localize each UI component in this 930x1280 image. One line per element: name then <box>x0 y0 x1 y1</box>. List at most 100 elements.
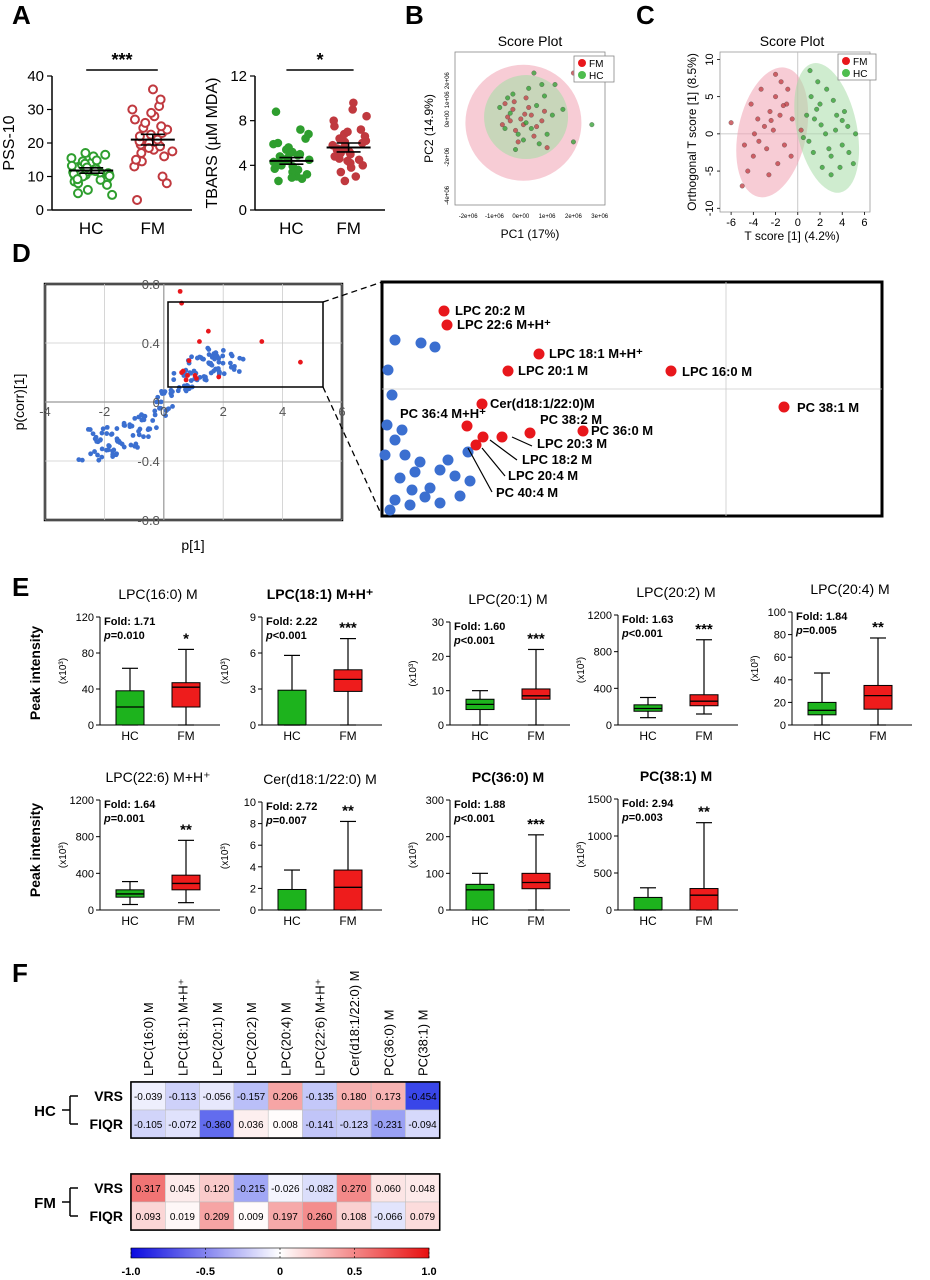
x-tick-label: HC <box>283 729 301 743</box>
data-point <box>536 141 542 147</box>
data-point <box>73 188 84 199</box>
y-tick-label: 10 <box>704 53 716 65</box>
lipid-label: LPC 20:3 M <box>537 436 607 451</box>
data-point <box>505 95 511 101</box>
panel-label-a: A <box>12 0 31 30</box>
inset-highlight-point <box>477 431 489 443</box>
inset-highlight-point <box>461 420 473 432</box>
heatmap-cell <box>267 1081 303 1111</box>
cell-value: -0.360 <box>203 1120 232 1131</box>
heatmap-cell <box>130 1109 166 1139</box>
inset-point <box>384 504 396 516</box>
x-tick-label: 4 <box>839 217 845 229</box>
data-point <box>520 137 526 143</box>
fold-label: Fold: 1.63 <box>622 614 673 626</box>
zoom-connector <box>322 281 383 303</box>
data-point <box>329 116 339 125</box>
x-tick-label: FM <box>339 914 356 928</box>
heatmap-cell <box>267 1201 303 1231</box>
cell-value: -0.123 <box>340 1120 369 1131</box>
data-point <box>104 431 110 436</box>
heatmap-cell <box>199 1109 235 1139</box>
data-point <box>156 121 167 132</box>
row-label: FIQR <box>90 1116 123 1132</box>
y-tick-label: 9 <box>250 612 256 624</box>
data-point <box>824 86 830 92</box>
cell-value: 0.270 <box>341 1184 366 1195</box>
cell-value: 0.060 <box>376 1184 401 1195</box>
x-tick-label: HC <box>283 914 301 928</box>
data-point <box>839 118 845 123</box>
heatmap-cell <box>199 1173 235 1203</box>
data-point <box>531 70 537 76</box>
significance-stars: *** <box>339 620 357 637</box>
p-symbol: p <box>103 630 111 642</box>
cell-value: -0.094 <box>408 1120 437 1131</box>
cell-value: 0.317 <box>136 1184 161 1195</box>
inset-point <box>462 446 474 458</box>
chart-title: Score Plot <box>498 33 563 49</box>
y-tick-label: 0.8 <box>142 277 160 292</box>
y-axis-label: PSS-10 <box>1 115 18 170</box>
data-point <box>302 169 312 179</box>
cell-value: 0.045 <box>170 1184 195 1195</box>
y-tick-label: 10 <box>27 169 44 186</box>
data-point <box>287 173 297 182</box>
cell-value: 0.173 <box>376 1092 401 1103</box>
heatmap-cell <box>336 1081 372 1111</box>
y-tick-label: 0 <box>153 395 160 410</box>
y-tick-label: 0.4 <box>142 336 160 351</box>
data-point <box>828 172 834 178</box>
data-point <box>528 112 534 118</box>
data-point <box>159 388 164 394</box>
data-point <box>531 133 537 139</box>
inset-highlight-point <box>524 427 536 439</box>
inset-point <box>382 364 394 376</box>
data-point <box>811 116 817 122</box>
data-point <box>780 103 786 109</box>
p-value: p=0.001 <box>103 813 145 825</box>
data-point <box>542 93 547 99</box>
inset-point <box>379 449 391 461</box>
fm-box <box>171 682 201 708</box>
unit-label: (x10³) <box>220 658 231 684</box>
data-point <box>570 139 576 145</box>
inset-point <box>415 337 427 349</box>
data-point <box>213 350 219 356</box>
data-point <box>216 359 222 365</box>
x-tick-label: HC <box>121 914 139 928</box>
data-point <box>296 125 305 134</box>
zoom-connector <box>322 386 383 517</box>
lipid-label: LPC 20:4 M <box>508 468 578 483</box>
y-tick-label: 0 <box>239 202 247 219</box>
panel-a-1: 0 10 20 30 40 PSS-10 HC FM *** <box>1 50 192 238</box>
inset-highlight-point <box>577 425 589 437</box>
y-tick-label: -4e+06 <box>445 185 451 205</box>
cell-value: 0.093 <box>136 1212 161 1223</box>
data-point <box>526 85 532 91</box>
heatmap-cell <box>302 1081 338 1111</box>
data-point <box>191 368 197 374</box>
y-tick-label: 0 <box>36 202 44 219</box>
y-tick-label: -0.4 <box>137 454 159 469</box>
y-axis-label: Orthogonal T score [1] (8.5%) <box>685 53 699 211</box>
inset-point <box>434 497 446 509</box>
column-header: LPC(16:0) M <box>141 1002 156 1076</box>
inset-highlight-point <box>533 348 545 360</box>
panel-f: F LPC(16:0) M LPC(18:1) M+H⁺ LPC(20:1) M LPC… <box>12 958 441 1278</box>
data-point <box>127 422 133 428</box>
inset-highlight-point <box>476 398 488 410</box>
data-point <box>528 126 534 131</box>
fold-label: Fold: 2.22 <box>266 616 317 628</box>
cell-value: 0.079 <box>410 1212 435 1223</box>
y-axis-label: Peak intensity <box>27 626 43 720</box>
data-point <box>544 145 550 151</box>
x-tick-label: -2 <box>99 404 111 419</box>
data-point <box>205 345 211 351</box>
y-tick-label: 20 <box>27 135 44 152</box>
legend-marker <box>578 71 586 79</box>
data-point <box>136 148 147 159</box>
box-plot-title: LPC(20:4) M <box>810 581 889 597</box>
y-tick-label: 1500 <box>588 794 612 806</box>
cell-value: 0.197 <box>273 1212 298 1223</box>
